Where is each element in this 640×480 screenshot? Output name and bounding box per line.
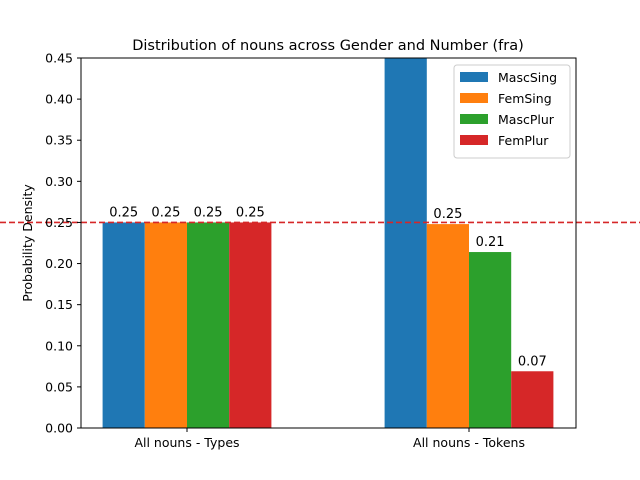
x-tick-label: All nouns - Tokens bbox=[413, 435, 525, 450]
y-tick-label: 0.15 bbox=[45, 297, 73, 312]
x-tick-label: All nouns - Types bbox=[134, 435, 239, 450]
value-label-mascplur-tokens: 0.21 bbox=[476, 235, 505, 250]
chart-title: Distribution of nouns across Gender and … bbox=[132, 38, 524, 54]
y-tick-label: 0.10 bbox=[45, 338, 73, 353]
value-label-femplur-tokens: 0.07 bbox=[518, 354, 547, 369]
y-tick-label: 0.00 bbox=[45, 421, 73, 436]
bar-femsing-tokens bbox=[426, 224, 469, 428]
value-label-femsing-types: 0.25 bbox=[151, 205, 180, 220]
legend-box bbox=[453, 64, 571, 159]
bar-mascsing-types bbox=[102, 222, 145, 428]
bar-femplur-types bbox=[229, 222, 272, 428]
legend-label-femsing: FemSing bbox=[498, 91, 552, 106]
value-label-mascplur-types: 0.25 bbox=[194, 205, 223, 220]
legend-label-mascsing: MascSing bbox=[498, 70, 557, 85]
y-tick-label: 0.25 bbox=[45, 215, 73, 230]
legend-label-mascplur: MascPlur bbox=[498, 112, 555, 127]
bar-mascplur-types bbox=[187, 222, 230, 428]
bar-mascplur-tokens bbox=[469, 252, 512, 428]
value-label-femplur-types: 0.25 bbox=[236, 205, 265, 220]
bar-femplur-tokens bbox=[511, 371, 554, 428]
y-tick-label: 0.05 bbox=[45, 379, 73, 394]
legend-swatch-mascsing bbox=[460, 72, 488, 82]
y-tick-label: 0.40 bbox=[45, 92, 73, 107]
legend-swatch-femplur bbox=[460, 135, 488, 145]
bars bbox=[102, 58, 554, 428]
y-tick-label: 0.45 bbox=[45, 51, 73, 66]
y-tick-label: 0.30 bbox=[45, 174, 73, 189]
legend-label-femplur: FemPlur bbox=[498, 133, 549, 148]
y-tick-label: 0.20 bbox=[45, 256, 73, 271]
y-tick-label: 0.35 bbox=[45, 133, 73, 148]
legend-swatch-mascplur bbox=[460, 114, 488, 124]
value-label-mascsing-types: 0.25 bbox=[109, 205, 138, 220]
axes-frame bbox=[80, 57, 577, 429]
legend: MascSing FemSing MascPlur FemPlur bbox=[453, 64, 571, 159]
plot-area: 0.25 0.25 0.25 0.25 0.21 0.25 0.07 0.00 0.05 0.10… bbox=[0, 51, 640, 450]
bar-mascsing-tokens bbox=[384, 58, 427, 428]
value-label-femsing-tokens: 0.25 bbox=[433, 207, 462, 222]
bar-femsing-types bbox=[144, 222, 187, 428]
y-axis-label: Probability Density bbox=[20, 184, 35, 302]
legend-swatch-femsing bbox=[460, 93, 488, 103]
